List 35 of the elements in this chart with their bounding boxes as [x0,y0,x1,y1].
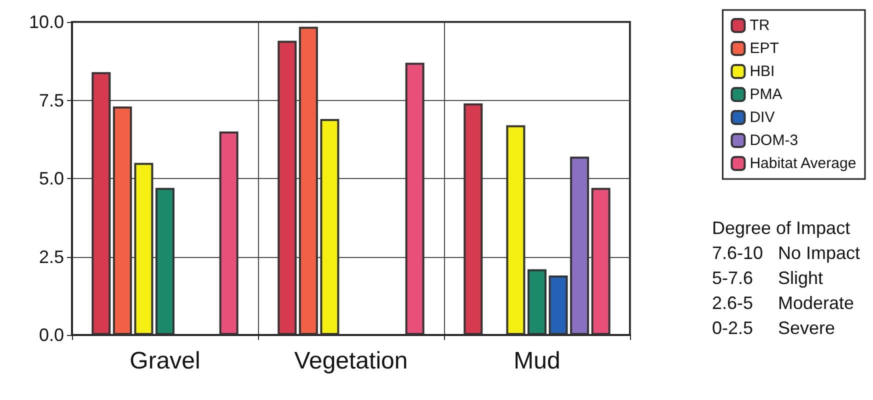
y-tick-label: 2.5 [38,246,64,267]
bar [591,188,610,335]
text: 5-7.6 Slight [712,268,824,288]
legend-label: DIV [750,109,775,126]
bar [405,62,424,335]
bar [92,72,111,335]
y-tick-label: 7.5 [38,90,64,110]
bar [464,103,483,335]
bar [112,106,132,335]
legend-label: Habitat Average [750,155,856,172]
y-tick-label: 10.0 [28,12,64,32]
bar [548,276,568,335]
bar [156,188,174,335]
bar [506,125,526,335]
bar [219,132,238,335]
bar [570,156,590,335]
x-tick-label: Vegetation [294,348,408,374]
bar [298,26,318,335]
bar [278,40,297,335]
legend-label: EPT [750,40,779,57]
bar [134,162,154,335]
y-tick-label: 5.0 [38,168,64,188]
legend-label: PMA [750,86,782,103]
y-tick-label: 0.0 [38,325,64,345]
x-tick-label: Mud [514,348,560,374]
text: 2.6-5 Moderate [712,293,854,313]
text: Degree of Impact [712,218,850,238]
text: 0-2.5 Severe [712,318,836,338]
legend-label: DOM-3 [750,132,798,149]
bar [528,269,546,335]
legend-label: HBI [750,63,775,80]
text: 7.6-10 No Impact [712,243,860,263]
bar [320,119,340,335]
x-tick-label: Gravel [130,348,200,374]
legend-label: TR [750,17,770,34]
